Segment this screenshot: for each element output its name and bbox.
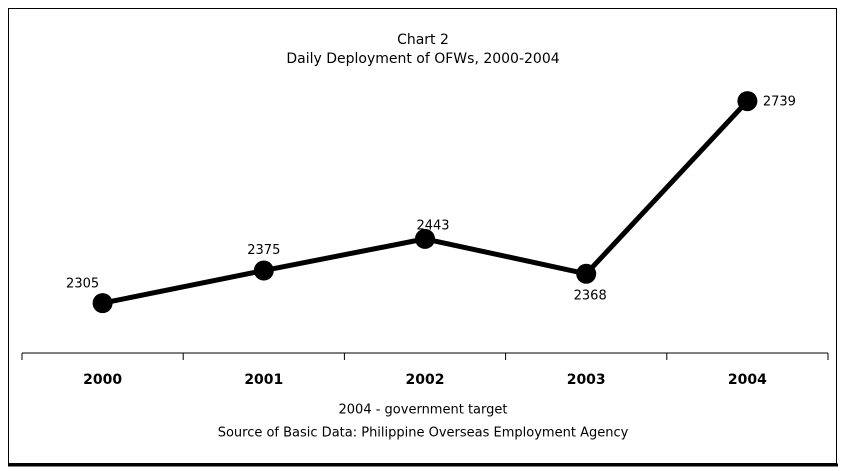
- marker: [415, 228, 435, 249]
- data-label: 2375: [247, 243, 280, 258]
- marker: [253, 260, 274, 281]
- x-tick-label: 2002: [406, 372, 445, 388]
- marker: [576, 263, 597, 284]
- x-tick-label: 2001: [244, 372, 283, 388]
- data-label: 2368: [574, 288, 607, 303]
- data-label: 2305: [66, 277, 99, 292]
- source-note: Source of Basic Data: Philippine Oversea…: [218, 426, 629, 441]
- chart-subtitle: Daily Deployment of OFWs, 2000-2004: [286, 51, 559, 67]
- note: 2004 - government target: [339, 403, 508, 418]
- marker: [737, 91, 758, 112]
- x-tick-label: 2003: [567, 372, 606, 388]
- x-tick-label: 2004: [728, 372, 767, 388]
- chart-title: Chart 2: [397, 32, 449, 48]
- data-label: 2739: [763, 95, 796, 110]
- marker: [92, 293, 113, 314]
- data-label: 2443: [416, 218, 449, 233]
- x-tick-label: 2000: [83, 372, 122, 388]
